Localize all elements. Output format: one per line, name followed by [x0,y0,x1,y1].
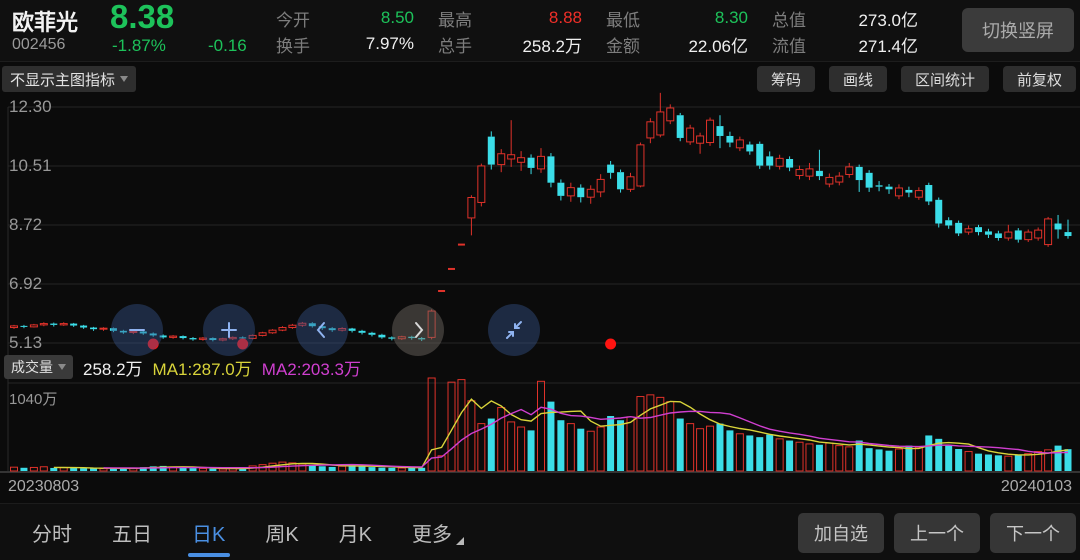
tab-分时[interactable]: 分时 [32,524,72,546]
quote-stats-grid: 今开 8.50 最高 8.88 最低 8.30 总值 273.0亿换手 7.97% 总手 258.2… [276,5,942,57]
tab-更多[interactable]: 更多 [410,508,465,557]
tab-日K[interactable]: 日K [190,508,227,557]
tool-button-画线[interactable]: 画线 [828,66,887,92]
chart-tool-buttons: 筹码 画线 区间统计 前复权 [756,66,1076,92]
period-tabs: 分时 五日 日K 周K 月K 更多 [30,504,465,560]
action-buttons: 加自选 上一个 下一个 [798,513,1076,553]
change-percent: -1.87% [112,36,166,55]
kline-volume-chart[interactable] [0,88,1080,475]
date-axis-start: 20230803 [8,478,80,495]
main-indicator-selector[interactable]: 不显示主图指标 [2,66,137,92]
stat-今开: 今开 8.50 [276,5,438,31]
stat-value: 7.97% [365,34,414,53]
stat-label: 最高 [438,10,472,30]
pan-right-icon [415,322,424,338]
stat-label: 总值 [772,10,806,30]
volume-scale-label: 1040万 [9,391,58,408]
action-button-下一个[interactable]: 下一个 [990,513,1076,553]
chevron-down-icon [120,76,129,82]
current-price: 8.38 [110,0,175,35]
volume-pane-header: 成交量 258.2万 MA1:287.0万 MA2:203.3万 [4,355,361,379]
main-indicator-label: 不显示主图指标 [10,71,116,89]
stock-header: 欧菲光 002456 8.38 -1.87% -0.16 今开 8.50 最高 8.8… [0,0,1080,62]
stat-value: 258.2万 [522,36,582,56]
price-tick-label: 12.30 [9,97,52,116]
stat-label: 换手 [276,36,310,56]
stat-最低: 最低 8.30 [606,5,772,31]
zoom-in-button[interactable] [203,304,255,356]
event-marker-dot [605,338,617,350]
stat-label: 流值 [772,36,806,56]
tool-button-筹码[interactable]: 筹码 [756,66,815,92]
stock-name: 欧菲光 [12,10,79,35]
stat-最高: 最高 8.88 [438,5,606,31]
stat-value: 273.0亿 [858,10,918,30]
stat-value: 271.4亿 [858,36,918,56]
stat-金额: 金额 22.06亿 [606,31,772,57]
action-button-上一个[interactable]: 上一个 [894,513,980,553]
stat-value: 8.50 [380,8,414,27]
volume-ma1-value: MA1:287.0万 [152,359,252,379]
tab-五日[interactable]: 五日 [112,524,152,546]
stat-label: 总手 [438,36,472,56]
volume-current-value: 258.2万 [83,359,143,379]
stat-label: 最低 [606,10,640,30]
price-tick-label: 8.72 [9,215,43,234]
stat-value: 22.06亿 [688,36,748,56]
switch-portrait-button[interactable]: 切换竖屏 [962,8,1074,52]
stat-流值: 流值 271.4亿 [772,31,942,57]
event-marker-dot [147,338,159,350]
pan-left-icon [316,322,325,338]
chevron-down-icon [58,364,66,370]
action-button-加自选[interactable]: 加自选 [798,513,884,553]
change-value: -0.16 [208,36,247,55]
pan-left-button[interactable] [296,304,348,356]
price-tick-label: 6.92 [9,274,43,293]
volume-ma2-value: MA2:203.3万 [261,359,362,379]
collapse-chart-icon [506,321,522,339]
tool-button-前复权[interactable]: 前复权 [1002,66,1076,92]
stat-label: 今开 [276,10,310,30]
price-tick-label: 5.13 [9,333,43,352]
collapse-chart-button[interactable] [488,304,540,356]
tab-月K[interactable]: 月K [338,524,373,546]
period-tab-bar: 分时 五日 日K 周K 月K 更多 加自选 上一个 下一个 [0,503,1080,560]
event-marker-dot [237,338,249,350]
tab-周K[interactable]: 周K [265,524,299,546]
pan-right-button[interactable] [392,304,444,356]
zoom-out-icon [129,329,145,331]
stat-label: 金额 [606,36,640,56]
stat-value: 8.88 [548,8,582,27]
stock-code: 002456 [12,36,66,53]
stat-总值: 总值 273.0亿 [772,5,942,31]
stat-总手: 总手 258.2万 [438,31,606,57]
stat-换手: 换手 7.97% [276,31,438,57]
date-axis-end: 20240103 [1000,478,1072,495]
price-tick-label: 10.51 [9,156,52,175]
zoom-in-icon [221,322,237,338]
volume-indicator-label: 成交量 [11,359,53,375]
stat-value: 8.30 [714,8,748,27]
tool-button-区间统计[interactable]: 区间统计 [900,66,989,92]
more-corner-icon [456,537,465,545]
volume-indicator-selector[interactable]: 成交量 [4,355,73,379]
zoom-out-button[interactable] [111,304,163,356]
